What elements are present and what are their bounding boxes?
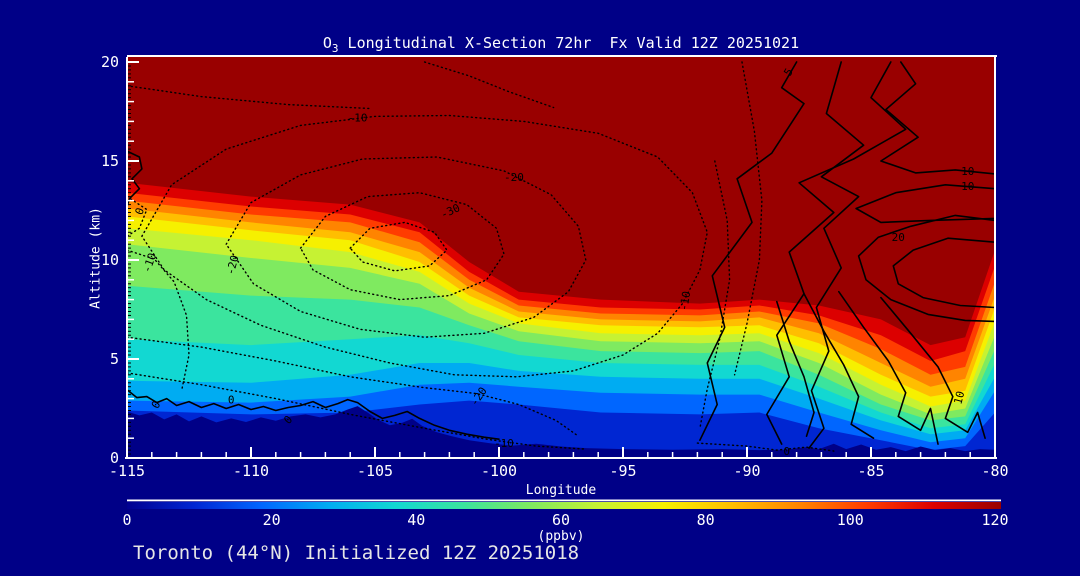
colorbar: 0 20 40 60 80 100 120 [122,499,1009,529]
contour-label: 0 [228,394,235,407]
contour-label: -20 [504,171,524,184]
dotted-contour-line [127,249,190,392]
contour-label: 20 [892,231,905,244]
solid-contour-line [880,61,995,175]
y-tick-label: 20 [101,53,119,71]
solid-contour-line [803,292,875,439]
colorbar-gradient [127,502,1001,509]
terrain-silhouette [127,406,995,458]
y-tick-label: 0 [110,449,119,467]
solid-contour-line [892,237,995,309]
dotted-contour-line [349,221,448,272]
x-tick-label: -90 [733,462,760,480]
x-tick-label: -105 [357,462,393,480]
x-tick-label: -95 [609,462,636,480]
colorbar-tick-label: 40 [407,511,425,529]
title-text: Longitudinal X-Section 72hr Fx Valid 12Z… [338,34,800,52]
y-axis-title: Altitude (km) [88,207,104,309]
solid-contour-line [776,300,815,437]
init-info-text: Toronto (44°N) Initialized 12Z 20251018 [133,542,580,564]
colorbar-tick-label: 60 [552,511,570,529]
dotted-contour-line [127,85,371,110]
contour-label: 0 [783,445,790,458]
colorbar-tick-label: 0 [122,511,131,529]
colorbar-units-label: (ppbv) [537,529,585,544]
y-tick-label: 15 [101,152,119,170]
x-tick-label: -80 [981,462,1008,480]
contour-label: -10 [348,111,368,124]
x-axis-title: Longitude [525,483,597,498]
colorbar-tick-label: 120 [981,511,1008,529]
solid-contour-line [808,61,865,449]
title-species-sub: 3 [331,42,339,55]
colorbar-tick-label: 20 [263,511,281,529]
dotted-contour-line [225,156,587,338]
y-axis-fine-ticks [128,61,131,459]
solid-contour-line [838,290,939,445]
title-species: O [322,34,332,52]
y-tick-label: 10 [101,251,119,269]
x-tick-label: -110 [233,462,269,480]
contour-label: 0 [133,206,147,217]
solid-contour-line [127,388,500,440]
dotted-contour-line [127,372,587,450]
contour-label: 10 [951,390,967,406]
y-tick-label: 5 [110,350,119,368]
solid-contour-line [880,296,986,439]
dotted-contour-line [696,442,835,452]
page-title: O3 Longitudinal X-Section 72hr Fx Valid … [127,34,995,55]
solid-contour-line [699,61,805,441]
plot-frame [125,55,997,459]
contour-label: -20 [224,254,242,277]
solid-contour-line [857,214,995,323]
x-tick-label: -85 [857,462,884,480]
contour-label: -10 [494,437,514,450]
x-tick-label: -100 [481,462,517,480]
solid-contour-line [127,150,143,208]
contour-label: -10 [140,251,159,274]
colorbar-tick-label: 80 [697,511,715,529]
contour-label: -10 [677,290,693,312]
x-tick-label: -115 [109,462,145,480]
contour-label: 10 [961,180,974,193]
dotted-contour-line [141,114,709,378]
solid-contour-line [766,61,907,445]
dotted-contour-line [699,160,731,429]
dotted-contour-line [733,61,763,376]
colorbar-top-line [127,499,1001,502]
dotted-contour-line [423,61,555,109]
solid-contour-line [855,184,995,224]
colorbar-tick-label: 100 [837,511,864,529]
contour-label: 10 [961,165,974,178]
